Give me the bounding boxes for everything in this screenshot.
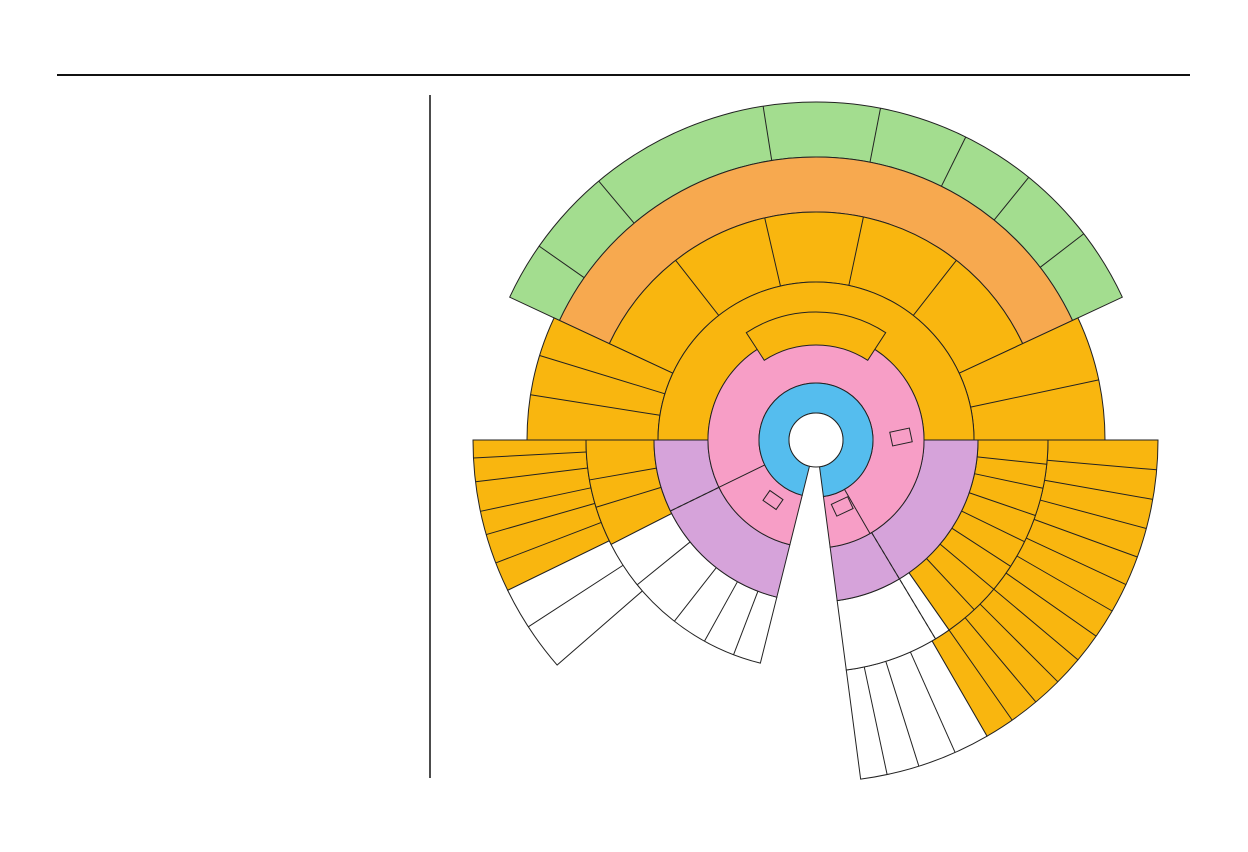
segment-divider [969, 492, 1036, 517]
segment-divider [598, 180, 635, 224]
segment-divider [1005, 572, 1097, 637]
segment-divider [948, 629, 1013, 721]
segment-divider [848, 216, 864, 286]
segment-divider [993, 177, 1030, 221]
segment-divider [538, 245, 585, 279]
segment-divider [1039, 499, 1147, 529]
segment-divider [940, 136, 967, 187]
segment-divider [1026, 537, 1127, 585]
segment-divider [762, 106, 773, 161]
segment-divider [844, 489, 871, 534]
segment-divider [539, 355, 666, 395]
segment-divider [1016, 555, 1113, 612]
segment-divider [764, 217, 781, 287]
segment-divider [1044, 479, 1153, 500]
segment-divider [675, 260, 720, 316]
segment-divider [909, 651, 956, 753]
segment-divider [704, 581, 738, 642]
segment-divider [926, 558, 975, 611]
segment-divider [473, 451, 587, 459]
segment-divider [1039, 233, 1085, 268]
segment-divider [979, 603, 1059, 683]
segment-divider [869, 108, 881, 163]
marker-box [889, 427, 913, 447]
segment-divider [486, 502, 596, 536]
segment-divider [636, 541, 691, 586]
segment-divider [595, 486, 662, 508]
segment-divider [1033, 518, 1138, 558]
segment-divider [670, 486, 720, 512]
segment-divider [961, 510, 1025, 543]
segment-divider [951, 527, 1011, 567]
segment-divider [475, 467, 588, 483]
segment-divider [993, 588, 1079, 661]
segment-divider [1047, 459, 1157, 471]
segment-divider [977, 456, 1047, 465]
center-hole [788, 412, 844, 468]
segment-divider [970, 379, 1099, 408]
segment-divider [912, 260, 957, 316]
segment-divider [733, 591, 759, 655]
segment-divider [589, 467, 657, 481]
segment-divider [674, 567, 717, 622]
segment-divider [939, 543, 995, 590]
segment-divider [718, 464, 765, 488]
segment-divider [528, 564, 624, 628]
marker-box [762, 489, 784, 511]
segment-divider [495, 521, 602, 564]
segment-divider [964, 617, 1037, 703]
segment-divider [863, 666, 888, 775]
segment-divider [885, 661, 920, 767]
segment-divider [480, 487, 592, 512]
segment-divider [974, 473, 1044, 489]
marker-box [830, 496, 854, 517]
segment-divider [530, 394, 661, 416]
ring-segment [745, 311, 887, 362]
